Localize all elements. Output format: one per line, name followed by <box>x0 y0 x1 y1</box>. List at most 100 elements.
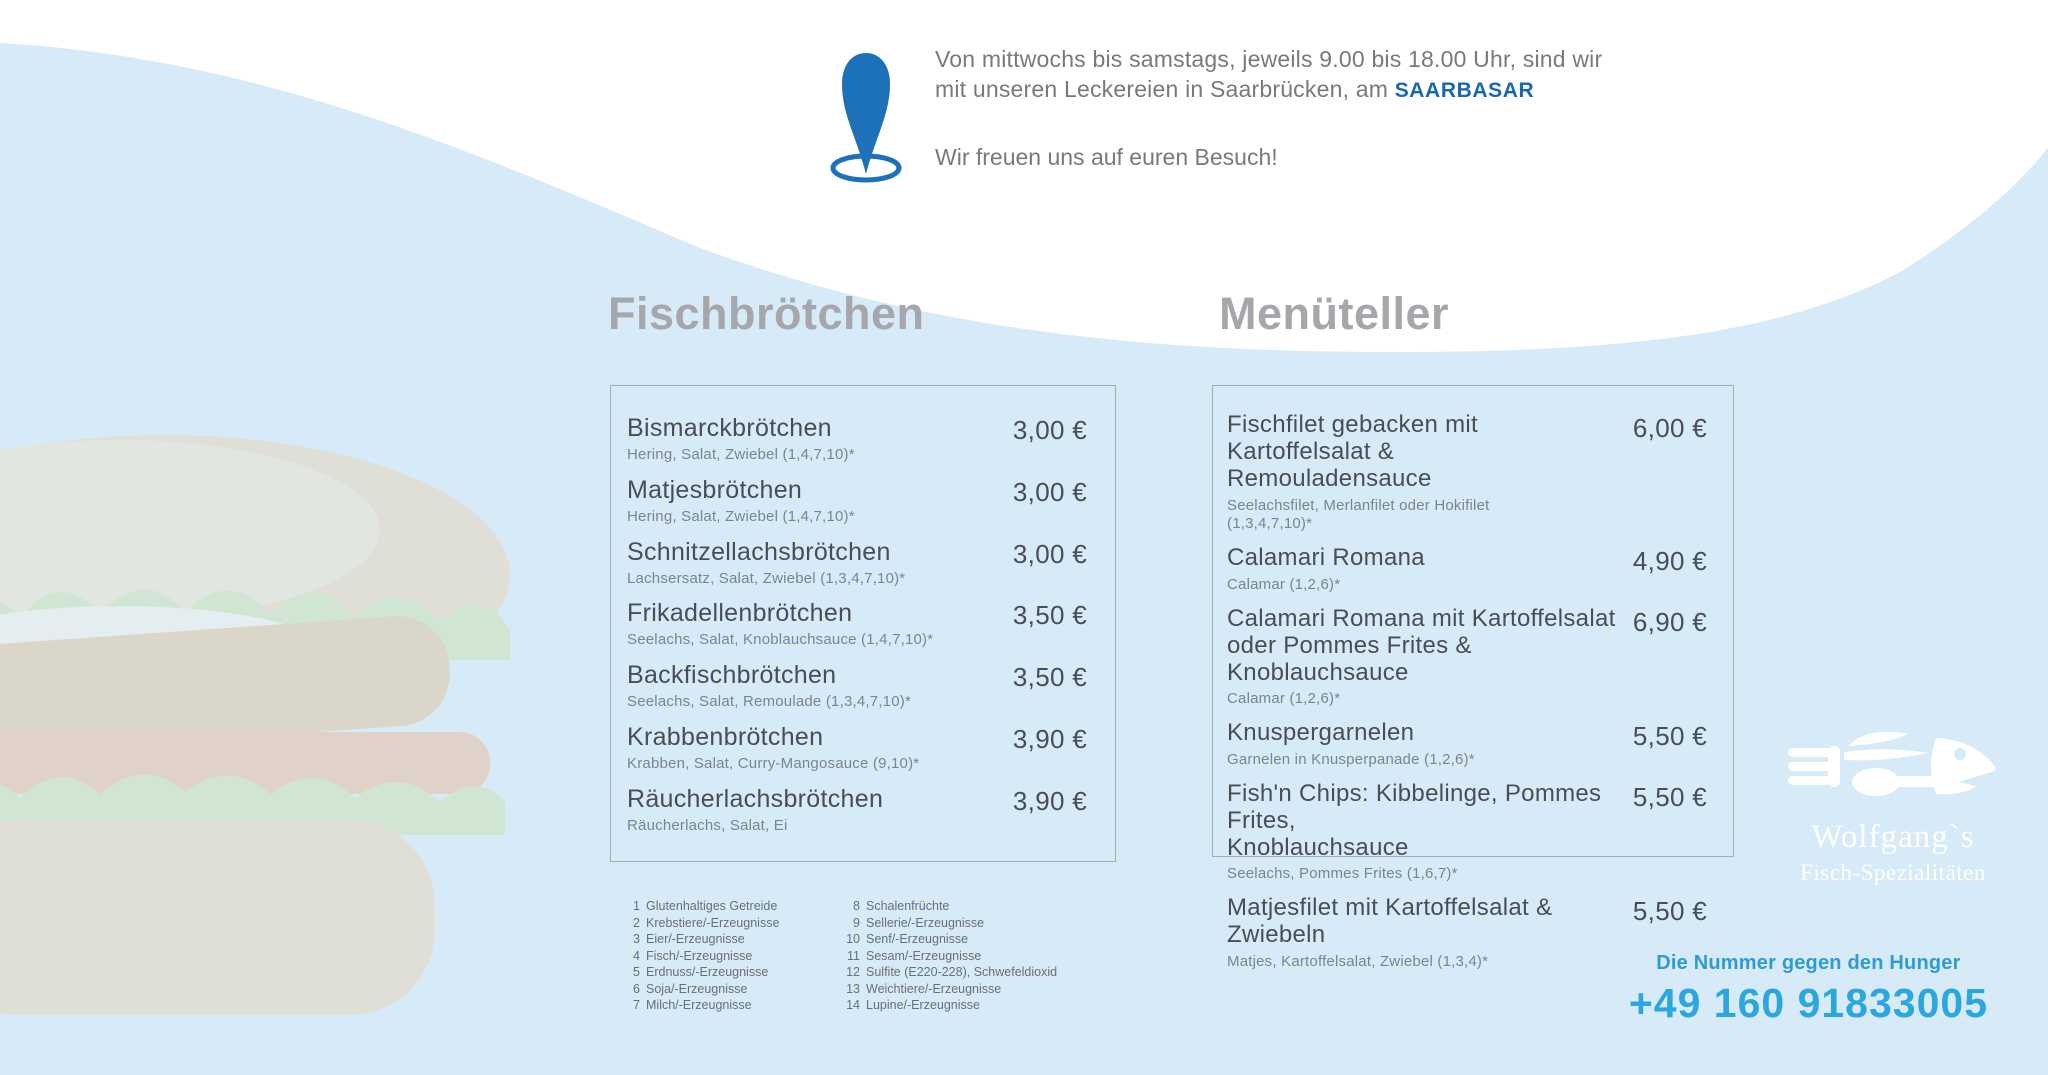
menu-item-text: Bismarckbrötchen Hering, Salat, Zwiebel … <box>627 414 1013 465</box>
dish-description: Seelachs, Pommes Frites (1,6,7)* <box>1227 865 1458 883</box>
allergen-label: Sellerie/-Erzeugnisse <box>866 915 985 930</box>
allergen-label: Weichtiere/-Erzeugnisse <box>866 981 1002 996</box>
allergen-label: Lupine/-Erzeugnisse <box>866 998 980 1012</box>
menu-item: Frikadellenbrötchen Seelachs, Salat, Kno… <box>627 599 1087 650</box>
dish-price: 3,90 € <box>1012 785 1087 816</box>
dish-price: 5,50 € <box>1632 896 1707 927</box>
section-title-menueteller: Menüteller <box>1219 288 1450 339</box>
dish-name: Matjesfilet mit Kartoffelsalat & Zwiebel… <box>1227 894 1553 948</box>
allergen-number: 1 <box>633 899 640 913</box>
menu-item: Matjesbrötchen Hering, Salat, Zwiebel (1… <box>627 476 1087 527</box>
allergen-number: 11 <box>847 948 860 963</box>
allergen-number: 10 <box>846 932 860 946</box>
allergen-legend-column-2: 8 Schalenfrüchte 9 Sellerie/-Erzeugnisse… <box>838 898 1057 1014</box>
dish-price: 6,90 € <box>1632 606 1707 637</box>
dish-price: 6,00 € <box>1632 413 1707 443</box>
dish-description: Garnelen in Knusperpanade (1,2,6)* <box>1227 751 1475 768</box>
menu-item-text: Schnitzellachsbrötchen Lachsersatz, Sala… <box>627 538 1013 589</box>
allergen-label: Milch/-Erzeugnisse <box>646 998 752 1012</box>
dish-price: 5,50 € <box>1632 721 1707 752</box>
dish-description: Räucherlachs, Salat, Ei <box>627 816 788 834</box>
visit-invitation-text: Wir freuen uns auf euren Besuch! <box>935 144 1278 170</box>
dish-price: 3,00 € <box>1012 415 1087 445</box>
allergen-number: 3 <box>633 932 640 946</box>
menu-item: Calamari Romana mit Kartoffelsalat oder … <box>1227 604 1707 709</box>
dish-name: Frikadellenbrötchen <box>627 599 853 628</box>
allergen-number: 8 <box>853 899 860 913</box>
allergen-entry: 11 Sesam/-Erzeugnisse <box>838 948 1057 965</box>
dish-price: 3,50 € <box>1012 662 1087 692</box>
allergen-entry: 8 Schalenfrüchte <box>838 898 1057 915</box>
dish-name: Bismarckbrötchen <box>627 414 832 442</box>
allergen-number: 6 <box>633 981 640 996</box>
menu-item: Calamari Romana Calamar (1,2,6)* 4,90 € <box>1227 544 1707 595</box>
dish-description: Calamar (1,2,6)* <box>1227 576 1341 593</box>
allergen-entry: 14 Lupine/-Erzeugnisse <box>838 997 1057 1014</box>
allergen-entry: 4 Fisch/-Erzeugnisse <box>618 948 779 965</box>
dish-description: Seelachsfilet, Merlanfilet oder Hokifile… <box>1227 496 1490 533</box>
phone-slogan: Die Nummer gegen den Hunger <box>1656 952 1961 974</box>
allergen-number: 12 <box>846 965 860 979</box>
dish-name: Backfischbrötchen <box>627 661 837 689</box>
allergen-label: Eier/-Erzeugnisse <box>646 932 745 946</box>
dish-description: Seelachs, Salat, Knoblauchsauce (1,4,7,1… <box>627 631 934 649</box>
allergen-entry: 3 Eier/-Erzeugnisse <box>618 931 779 948</box>
brand-logo: Wolfgang`s Fisch-Spezialitäten <box>1768 726 2018 886</box>
allergen-entry: 12 Sulfite (E220-228), Schwefeldioxid <box>838 964 1057 981</box>
dish-name: Calamari Romana mit Kartoffelsalat oder … <box>1227 604 1616 686</box>
menu-item-text: Räucherlachsbrötchen Räucherlachs, Salat… <box>627 785 1013 836</box>
menu-item-text: Knuspergarnelen Garnelen in Knusperpanad… <box>1227 719 1633 770</box>
dish-description: Hering, Salat, Zwiebel (1,4,7,10)* <box>627 446 855 463</box>
opening-hours-text: Von mittwochs bis samstags, jeweils 9.00… <box>935 44 1602 106</box>
location-pin-icon <box>822 48 912 188</box>
menu-item: Krabbenbrötchen Krabben, Salat, Curry-Ma… <box>627 723 1087 774</box>
dish-price: 4,90 € <box>1632 546 1707 577</box>
dish-name: Matjesbrötchen <box>627 475 803 504</box>
allergen-number: 13 <box>846 981 860 996</box>
allergen-legend-column-1: 1 Glutenhaltiges Getreide 2 Krebstiere/-… <box>618 898 779 1014</box>
dish-name: Fischfilet gebacken mit Kartoffelsalat &… <box>1227 411 1479 492</box>
menu-item-text: Matjesbrötchen Hering, Salat, Zwiebel (1… <box>627 476 1013 527</box>
dish-description: Matjes, Kartoffelsalat, Zwiebel (1,3,4)* <box>1227 952 1489 970</box>
allergen-entry: 2 Krebstiere/-Erzeugnisse <box>618 915 779 932</box>
allergen-number: 4 <box>633 948 640 963</box>
allergen-number: 2 <box>633 915 640 930</box>
menu-item: Knuspergarnelen Garnelen in Knusperpanad… <box>1227 719 1707 770</box>
allergen-entry: 13 Weichtiere/-Erzeugnisse <box>838 981 1057 998</box>
allergen-label: Erdnuss/-Erzeugnisse <box>646 965 769 979</box>
menu-item-text: Backfischbrötchen Seelachs, Salat, Remou… <box>627 661 1013 712</box>
allergen-label: Senf/-Erzeugnisse <box>866 932 969 946</box>
dish-description: Calamar (1,2,6)* <box>1227 690 1341 708</box>
saarbasar-highlight: SAARBASAR <box>1394 79 1535 102</box>
dish-price: 5,50 € <box>1632 781 1707 812</box>
allergen-entry: 7 Milch/-Erzeugnisse <box>618 997 779 1014</box>
dish-name: Calamari Romana <box>1227 544 1425 572</box>
dish-price: 3,50 € <box>1012 600 1087 631</box>
fischbroetchen-menu-box: Bismarckbrötchen Hering, Salat, Zwiebel … <box>610 385 1116 862</box>
dish-name: Knuspergarnelen <box>1227 719 1415 747</box>
contact-block: Die Nummer gegen den Hunger +49 160 9183… <box>1629 952 1988 1027</box>
menu-item: Schnitzellachsbrötchen Lachsersatz, Sala… <box>627 538 1087 589</box>
allergen-entry: 10 Senf/-Erzeugnisse <box>838 931 1057 948</box>
menu-item: Matjesfilet mit Kartoffelsalat & Zwiebel… <box>1227 894 1707 972</box>
dish-description: Seelachs, Salat, Remoulade (1,3,4,7,10)* <box>627 693 911 710</box>
allergen-entry: 1 Glutenhaltiges Getreide <box>618 898 779 915</box>
allergen-label: Sesam/-Erzeugnisse <box>866 948 982 963</box>
allergen-label: Krebstiere/-Erzeugnisse <box>646 915 780 930</box>
dish-price: 3,90 € <box>1012 723 1087 754</box>
allergen-label: Fisch/-Erzeugnisse <box>646 948 753 963</box>
dish-name: Schnitzellachsbrötchen <box>627 537 891 566</box>
section-title-fischbroetchen: Fischbrötchen <box>608 288 925 339</box>
menu-item-text: Calamari Romana mit Kartoffelsalat oder … <box>1227 604 1633 709</box>
brand-name: Wolfgang`s <box>1811 819 1975 855</box>
allergen-label: Schalenfrüchte <box>866 899 950 913</box>
allergen-label: Glutenhaltiges Getreide <box>646 899 778 913</box>
dish-name: Räucherlachsbrötchen <box>627 784 884 813</box>
menu-item-text: Krabbenbrötchen Krabben, Salat, Curry-Ma… <box>627 723 1013 774</box>
dish-description: Lachsersatz, Salat, Zwiebel (1,3,4,7,10)… <box>627 569 906 587</box>
menu-item-text: Fischfilet gebacken mit Kartoffelsalat &… <box>1227 411 1633 534</box>
fish-burger-image <box>0 435 510 1015</box>
menu-item-text: Matjesfilet mit Kartoffelsalat & Zwiebel… <box>1227 894 1633 972</box>
